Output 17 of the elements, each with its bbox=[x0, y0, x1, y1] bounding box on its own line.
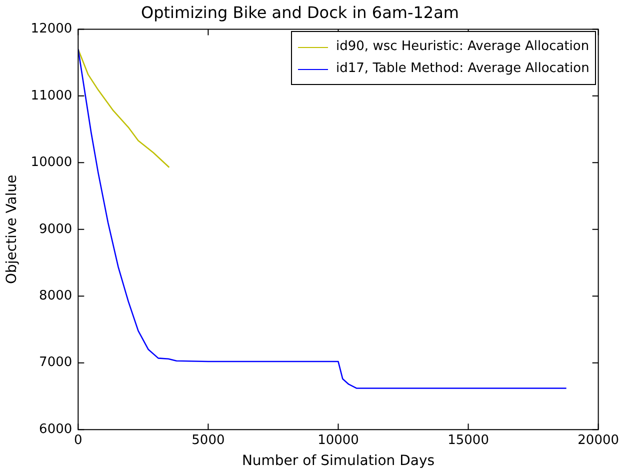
legend-label: id17, Table Method: Average Allocation bbox=[335, 60, 590, 78]
x-tick-label: 15000 bbox=[448, 432, 489, 448]
x-tick-label: 5000 bbox=[192, 432, 225, 448]
x-tick-label: 10000 bbox=[318, 432, 359, 448]
y-tick-label: 7000 bbox=[39, 355, 72, 370]
y-tick-label: 11000 bbox=[30, 88, 72, 104]
y-axis-title: Objective Value bbox=[4, 174, 20, 284]
y-tick-label: 8000 bbox=[39, 288, 72, 304]
x-axis-title: Number of Simulation Days bbox=[242, 453, 435, 470]
y-tick-label: 10000 bbox=[30, 155, 72, 170]
y-tick-label: 9000 bbox=[39, 222, 72, 237]
x-tick-label: 0 bbox=[74, 432, 82, 448]
legend-label: id90, wsc Heuristic: Average Allocation bbox=[335, 38, 590, 56]
y-tick-label: 12000 bbox=[30, 22, 72, 37]
x-tick-label: 20000 bbox=[578, 432, 619, 448]
y-tick-label: 6000 bbox=[39, 422, 72, 437]
chart-title: Optimizing Bike and Dock in 6am-12am bbox=[141, 2, 459, 22]
